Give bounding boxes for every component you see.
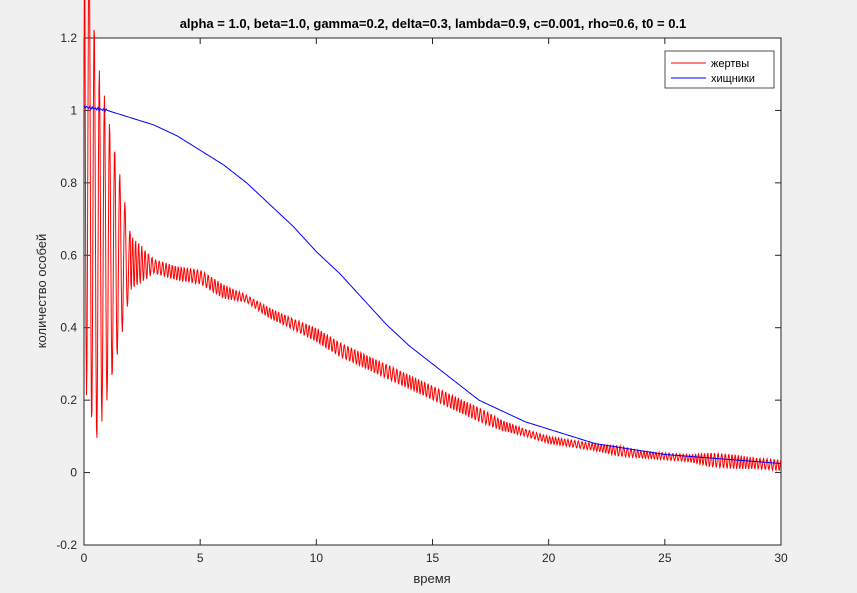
- y-tick-label: 1: [70, 103, 77, 117]
- x-tick-label: 20: [542, 551, 556, 565]
- series-layer: [83, 0, 782, 473]
- legend-label-prey: жертвы: [711, 58, 749, 70]
- axis-ticks: 0 5 10 15 20 25 30 -0.2 0 0.2 0.4 0.6 0.8 1 1.2: [56, 31, 788, 565]
- x-tick-label: 25: [658, 551, 672, 565]
- y-tick-label: 1.2: [60, 31, 77, 45]
- x-tick-label: 15: [426, 551, 440, 565]
- plot-area: [83, 37, 782, 546]
- y-tick-label: 0: [70, 466, 77, 480]
- x-tick-label: 30: [774, 551, 788, 565]
- y-tick-label: 0.4: [60, 321, 77, 335]
- legend: жертвы хищники: [664, 50, 775, 89]
- x-tick-label: 0: [81, 551, 88, 565]
- y-axis-label: количество особей: [34, 234, 49, 349]
- x-tick-label: 5: [197, 551, 204, 565]
- y-tick-label: -0.2: [56, 538, 77, 552]
- y-tick-label: 0.2: [60, 393, 77, 407]
- legend-label-predators: хищники: [711, 73, 755, 85]
- series-line-predators: [83, 105, 782, 465]
- chart-title: alpha = 1.0, beta=1.0, gamma=0.2, delta=…: [180, 16, 687, 31]
- series-line-prey: [83, 0, 782, 473]
- x-axis-label: время: [413, 571, 450, 586]
- legend-box: [664, 50, 775, 89]
- y-tick-label: 0.6: [60, 248, 77, 262]
- x-tick-label: 10: [310, 551, 324, 565]
- y-tick-label: 0.8: [60, 176, 77, 190]
